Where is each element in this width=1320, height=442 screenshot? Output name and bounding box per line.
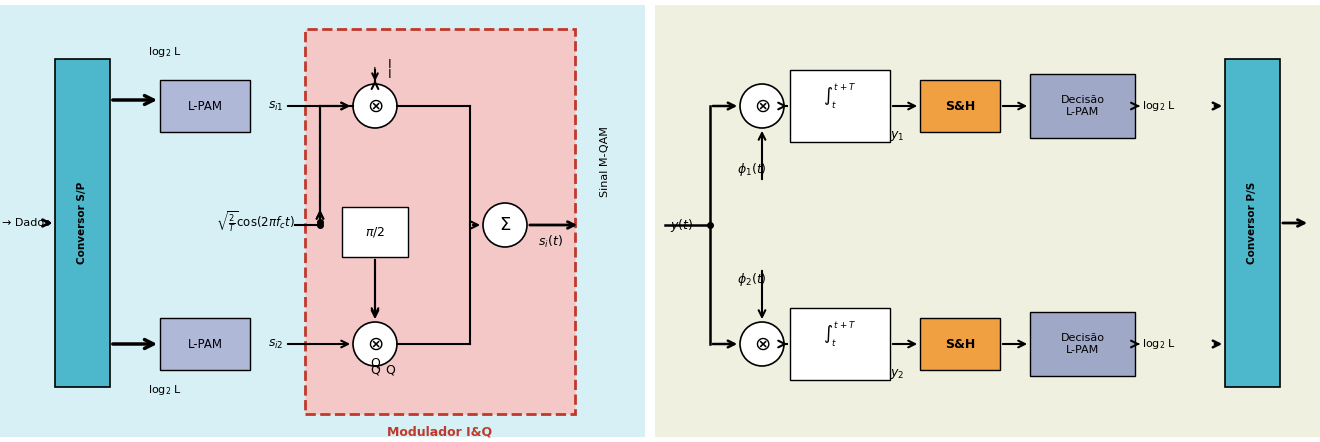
FancyBboxPatch shape — [0, 5, 645, 437]
FancyBboxPatch shape — [1030, 312, 1135, 376]
Text: log$_2$ L: log$_2$ L — [1142, 337, 1176, 351]
Text: $\phi_1(t)$: $\phi_1(t)$ — [737, 161, 767, 179]
Text: S&H: S&H — [945, 338, 975, 351]
Text: $s_{i1}$: $s_{i1}$ — [268, 99, 284, 113]
Text: Conversor S/P: Conversor S/P — [78, 182, 87, 264]
Circle shape — [352, 322, 397, 366]
Text: L-PAM: L-PAM — [187, 99, 223, 113]
Text: ⊗: ⊗ — [367, 96, 383, 115]
FancyBboxPatch shape — [920, 318, 1001, 370]
Text: $y(t)$: $y(t)$ — [671, 217, 693, 233]
Text: $\int_{t}^{t+T}$: $\int_{t}^{t+T}$ — [824, 319, 857, 349]
Text: $\phi_2(t)$: $\phi_2(t)$ — [737, 271, 767, 289]
Text: Decisão
L-PAM: Decisão L-PAM — [1060, 333, 1105, 355]
Text: Σ: Σ — [499, 216, 511, 234]
Text: $y_1$: $y_1$ — [890, 129, 904, 143]
Text: S&H: S&H — [945, 99, 975, 113]
Text: I: I — [374, 65, 376, 79]
Text: ⊗: ⊗ — [754, 96, 770, 115]
FancyBboxPatch shape — [789, 308, 890, 380]
Text: I: I — [388, 57, 392, 71]
Circle shape — [352, 84, 397, 128]
Text: Q: Q — [385, 363, 395, 377]
Text: Q: Q — [370, 357, 380, 370]
Text: Sinal M-QAM: Sinal M-QAM — [601, 126, 610, 198]
FancyBboxPatch shape — [305, 29, 576, 414]
FancyBboxPatch shape — [55, 59, 110, 387]
Text: Conversor P/S: Conversor P/S — [1247, 182, 1258, 264]
FancyBboxPatch shape — [342, 207, 408, 257]
Circle shape — [483, 203, 527, 247]
FancyBboxPatch shape — [160, 80, 249, 132]
Text: L-PAM: L-PAM — [187, 338, 223, 351]
FancyBboxPatch shape — [789, 70, 890, 142]
FancyBboxPatch shape — [655, 5, 1320, 437]
Circle shape — [741, 84, 784, 128]
FancyBboxPatch shape — [160, 318, 249, 370]
Text: $y_2$: $y_2$ — [890, 367, 904, 381]
FancyBboxPatch shape — [920, 80, 1001, 132]
Circle shape — [741, 322, 784, 366]
Text: Modulador I&Q: Modulador I&Q — [388, 426, 492, 438]
Text: ⊗: ⊗ — [367, 335, 383, 354]
Text: log$_2$ L: log$_2$ L — [148, 45, 182, 59]
Text: ⊗: ⊗ — [754, 335, 770, 354]
Text: $\int_{t}^{t+T}$: $\int_{t}^{t+T}$ — [824, 81, 857, 111]
FancyBboxPatch shape — [1225, 59, 1280, 387]
Text: $s_{i2}$: $s_{i2}$ — [268, 337, 284, 351]
Text: → Dados: → Dados — [3, 218, 50, 228]
FancyBboxPatch shape — [1030, 74, 1135, 138]
Text: $\sqrt{\frac{2}{T}}\cos(2\pi f_c t)$: $\sqrt{\frac{2}{T}}\cos(2\pi f_c t)$ — [215, 210, 294, 234]
Text: $s_i(t)$: $s_i(t)$ — [537, 234, 562, 250]
Text: Decisão
L-PAM: Decisão L-PAM — [1060, 95, 1105, 117]
Text: I: I — [388, 68, 392, 80]
Text: log$_2$ L: log$_2$ L — [1142, 99, 1176, 113]
Text: $\pi/2$: $\pi/2$ — [366, 225, 385, 239]
Text: Q: Q — [370, 363, 380, 377]
Text: log$_2$ L: log$_2$ L — [148, 383, 182, 397]
